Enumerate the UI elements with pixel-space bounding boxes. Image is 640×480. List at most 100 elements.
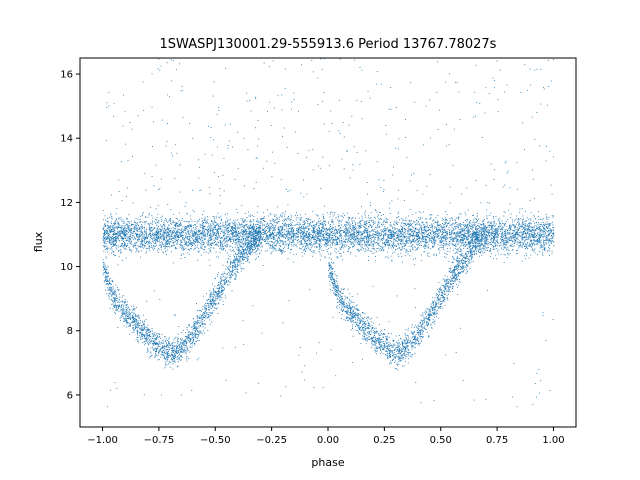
data-point — [363, 226, 365, 228]
data-point — [157, 225, 159, 227]
data-point — [461, 239, 463, 240]
data-point — [148, 242, 150, 244]
data-point — [462, 228, 464, 230]
data-point — [124, 242, 126, 244]
data-point — [384, 230, 386, 232]
data-point — [305, 239, 307, 241]
data-point — [529, 219, 531, 221]
data-point — [245, 219, 246, 221]
data-point — [272, 226, 274, 228]
data-point — [177, 222, 178, 224]
data-point — [140, 230, 142, 232]
data-point — [486, 227, 487, 228]
data-point — [128, 221, 130, 222]
data-point — [532, 235, 534, 236]
data-point — [159, 242, 161, 243]
data-point — [487, 244, 489, 246]
data-point — [155, 219, 156, 220]
data-point — [352, 234, 354, 235]
data-point — [488, 235, 490, 237]
data-point — [490, 229, 492, 230]
data-point — [345, 221, 347, 223]
data-point — [483, 245, 484, 246]
data-point — [494, 243, 496, 245]
data-point — [225, 250, 226, 252]
data-point — [543, 223, 545, 225]
data-point — [526, 236, 527, 238]
data-point — [352, 225, 353, 227]
data-point — [337, 243, 339, 245]
data-point — [378, 225, 380, 227]
data-point — [219, 235, 221, 237]
data-point — [544, 244, 546, 246]
data-point — [397, 248, 399, 250]
data-point — [435, 226, 436, 228]
data-point — [540, 236, 542, 238]
data-point — [550, 230, 552, 232]
data-point — [423, 241, 425, 243]
data-point — [355, 238, 357, 240]
data-point — [284, 242, 286, 244]
data-point — [266, 250, 268, 251]
data-point — [136, 223, 138, 225]
data-point — [468, 226, 470, 227]
data-point — [340, 248, 342, 250]
data-point — [219, 227, 221, 229]
data-point — [191, 235, 193, 237]
data-point — [260, 228, 261, 230]
data-point — [516, 232, 518, 234]
data-point — [402, 220, 404, 222]
data-point — [340, 232, 342, 234]
data-point — [129, 249, 131, 251]
data-point — [105, 232, 107, 234]
data-point — [500, 236, 502, 238]
data-point — [214, 219, 216, 221]
data-point — [476, 242, 477, 244]
data-point — [430, 240, 432, 241]
data-point — [162, 252, 164, 254]
data-point — [537, 253, 538, 255]
data-point — [415, 240, 417, 241]
data-point — [395, 231, 397, 233]
data-point — [247, 230, 249, 232]
data-point — [261, 234, 263, 235]
data-point — [328, 237, 330, 239]
data-point — [451, 236, 453, 238]
data-point — [275, 241, 277, 243]
data-point — [318, 244, 320, 245]
data-point — [512, 235, 514, 237]
data-point — [530, 240, 532, 242]
data-point — [399, 219, 400, 221]
data-point — [160, 246, 162, 248]
data-point — [315, 236, 317, 238]
data-point — [274, 244, 276, 246]
data-point — [270, 233, 272, 235]
data-point — [409, 209, 411, 210]
data-point — [408, 224, 410, 226]
data-point — [514, 233, 516, 235]
data-point — [325, 239, 327, 241]
data-point — [314, 252, 316, 254]
data-point — [174, 232, 176, 234]
data-point — [394, 233, 396, 235]
data-point — [145, 243, 147, 245]
data-point — [490, 250, 491, 251]
data-point — [415, 241, 417, 243]
data-point — [398, 256, 400, 257]
data-point — [432, 246, 433, 248]
data-point — [232, 236, 233, 238]
data-point — [103, 228, 105, 230]
data-point — [213, 235, 215, 237]
data-point — [131, 227, 133, 229]
data-point — [331, 220, 333, 222]
data-point — [366, 237, 368, 238]
data-point — [179, 220, 181, 221]
data-point — [351, 230, 352, 232]
data-point — [378, 214, 379, 216]
data-point — [541, 224, 543, 226]
data-point — [244, 231, 245, 233]
data-point — [349, 237, 351, 239]
data-point — [161, 241, 163, 243]
data-point — [190, 225, 192, 227]
data-point — [325, 242, 326, 244]
